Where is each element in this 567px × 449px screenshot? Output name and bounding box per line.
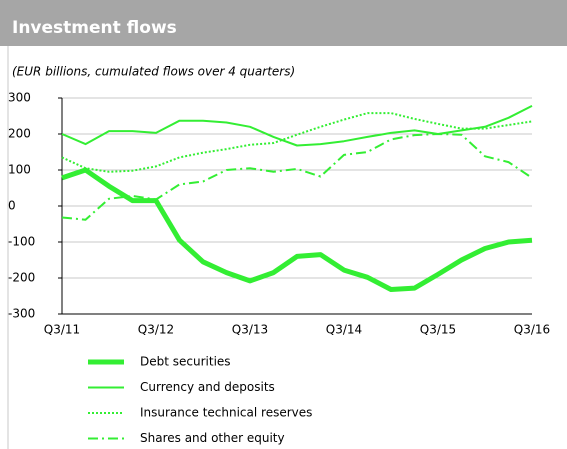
chart-subtitle: (EUR billions, cumulated flows over 4 qu…	[12, 65, 295, 79]
legend-label: Debt securities	[140, 355, 231, 369]
legend-label: Shares and other equity	[140, 431, 285, 445]
x-tick-label: Q3/12	[138, 323, 174, 337]
x-tick-label: Q3/11	[44, 323, 80, 337]
y-tick-label: -300	[8, 307, 35, 321]
series-line	[61, 112, 533, 173]
y-tick-label: -200	[8, 271, 35, 285]
x-tick-label: Q3/14	[326, 323, 362, 337]
series-line	[61, 105, 533, 147]
x-tick-label: Q3/13	[232, 323, 268, 337]
series-line	[61, 167, 533, 292]
y-tick-label: 0	[8, 199, 16, 213]
chart-title: Investment flows	[12, 18, 177, 38]
series-line	[61, 133, 533, 221]
x-tick-label: Q3/16	[514, 323, 550, 337]
y-tick-label: -100	[8, 235, 35, 249]
y-tick-label: 100	[8, 163, 31, 177]
y-tick-label: 200	[8, 127, 31, 141]
y-tick-label: 300	[8, 91, 31, 105]
legend-label: Currency and deposits	[140, 380, 275, 394]
title-bar	[0, 0, 567, 46]
legend-label: Insurance technical reserves	[140, 406, 312, 420]
x-tick-label: Q3/15	[420, 323, 456, 337]
